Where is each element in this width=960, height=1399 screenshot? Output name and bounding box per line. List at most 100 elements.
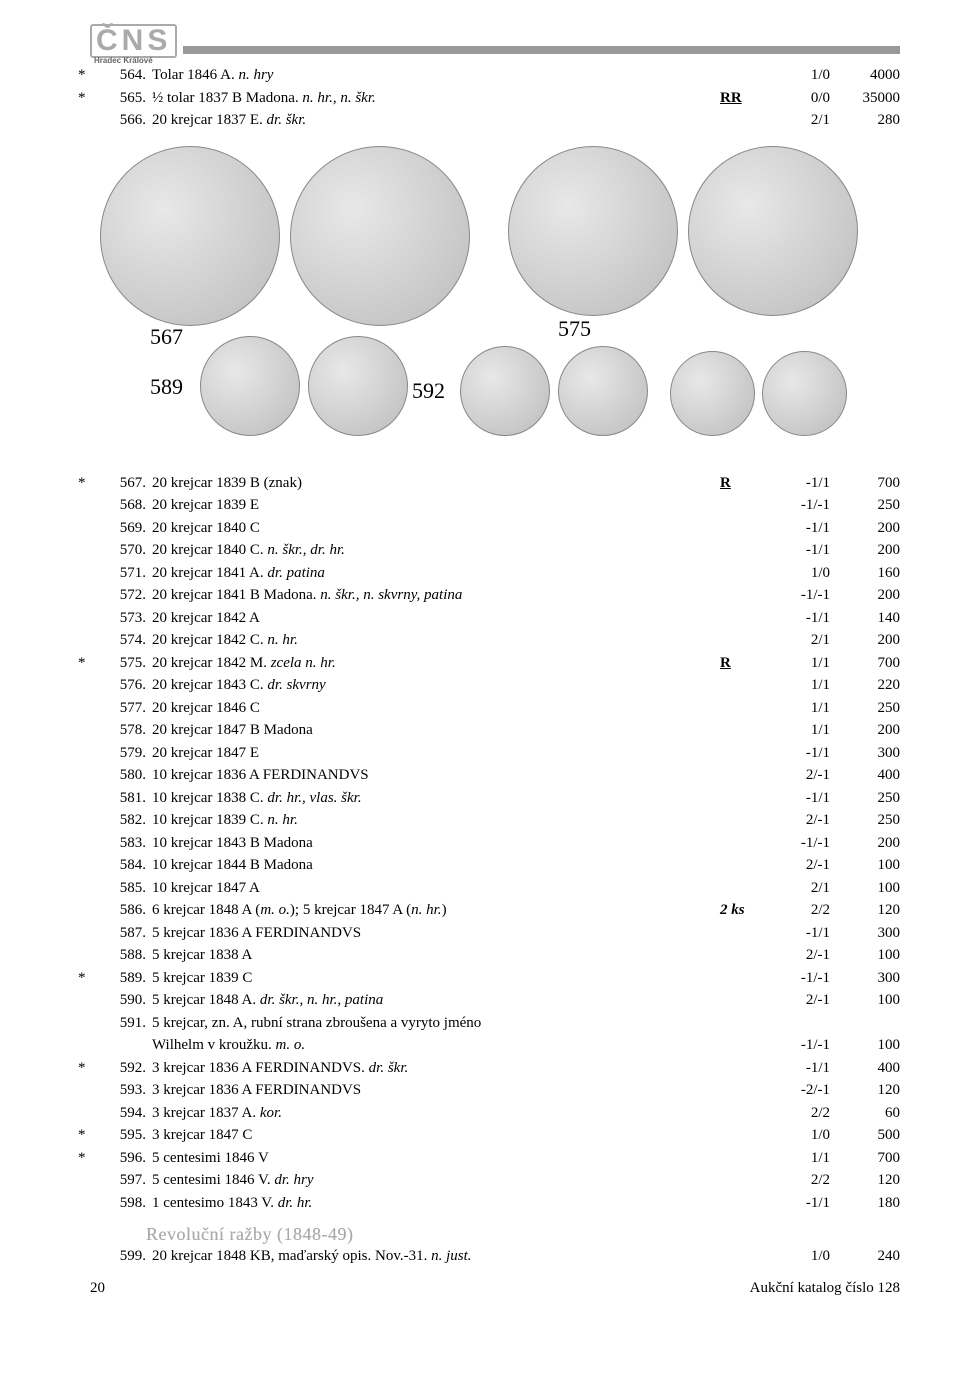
lot-row: 581.10 krejcar 1838 C. dr. hr., vlas. šk…	[90, 787, 900, 810]
lot-grade: -1/1	[770, 517, 830, 540]
logo: ČNS Hradec Králové	[90, 24, 177, 58]
lot-desc: 3 krejcar 1847 C	[146, 1124, 720, 1147]
lot-price: 200	[830, 629, 900, 652]
coin-image	[688, 146, 858, 316]
lot-desc: 3 krejcar 1837 A. kor.	[146, 1102, 720, 1125]
coin-label: 592	[412, 378, 445, 404]
lot-desc: 20 krejcar 1841 B Madona. n. škr., n. sk…	[146, 584, 720, 607]
lot-row: 592.3 krejcar 1836 A FERDINANDVS. dr. šk…	[90, 1057, 900, 1080]
lot-number: 584.	[90, 854, 146, 877]
lot-rarity	[720, 1124, 770, 1147]
coin-label: 567	[150, 324, 183, 350]
lot-grade: 2/-1	[770, 944, 830, 967]
lot-rarity: R	[720, 652, 770, 675]
lot-row: 583.10 krejcar 1843 B Madona-1/-1200	[90, 832, 900, 855]
lot-price: 250	[830, 697, 900, 720]
lot-desc: 10 krejcar 1844 B Madona	[146, 854, 720, 877]
lot-row: 593.3 krejcar 1836 A FERDINANDVS-2/-1120	[90, 1079, 900, 1102]
lot-row: 565.½ tolar 1837 B Madona. n. hr., n. šk…	[90, 87, 900, 110]
lot-grade: 2/2	[770, 1169, 830, 1192]
lot-rarity	[720, 1147, 770, 1170]
lot-number: 596.	[90, 1147, 146, 1170]
lot-desc: 20 krejcar 1841 A. dr. patina	[146, 562, 720, 585]
lot-grade: -1/1	[770, 539, 830, 562]
lot-grade: 1/1	[770, 697, 830, 720]
lot-grade: -1/1	[770, 472, 830, 495]
header-bar	[183, 46, 900, 54]
lot-grade: -1/1	[770, 922, 830, 945]
lot-grade: 1/0	[770, 64, 830, 87]
lot-price: 100	[830, 854, 900, 877]
lot-row: 572.20 krejcar 1841 B Madona. n. škr., n…	[90, 584, 900, 607]
lot-grade: -1/1	[770, 787, 830, 810]
lot-desc: 5 krejcar 1848 A. dr. škr., n. hr., pati…	[146, 989, 720, 1012]
lot-rarity	[720, 967, 770, 990]
lot-number: 597.	[90, 1169, 146, 1192]
lot-number: 589.	[90, 967, 146, 990]
lot-number: 566.	[90, 109, 146, 132]
lot-rarity	[720, 1245, 770, 1268]
lot-list-1: 564.Tolar 1846 A. n. hry1/04000565.½ tol…	[90, 64, 900, 132]
lot-desc: 20 krejcar 1842 M. zcela n. hr.	[146, 652, 720, 675]
lot-row: 577.20 krejcar 1846 C1/1250	[90, 697, 900, 720]
lot-number: 574.	[90, 629, 146, 652]
lot-number: 577.	[90, 697, 146, 720]
lot-price: 100	[830, 1034, 900, 1057]
lot-row: 567.20 krejcar 1839 B (znak)R-1/1700	[90, 472, 900, 495]
lot-grade: -1/-1	[770, 967, 830, 990]
lot-row: 576.20 krejcar 1843 C. dr. skvrny1/1220	[90, 674, 900, 697]
lot-grade: 1/1	[770, 719, 830, 742]
lot-desc: 10 krejcar 1839 C. n. hr.	[146, 809, 720, 832]
lot-grade: -1/-1	[770, 1034, 830, 1057]
lot-desc: 20 krejcar 1837 E. dr. škr.	[146, 109, 720, 132]
lot-desc: 20 krejcar 1848 KB, maďarský opis. Nov.-…	[146, 1245, 720, 1268]
coin-image	[290, 146, 470, 326]
lot-number: 569.	[90, 517, 146, 540]
lot-desc: 20 krejcar 1839 E	[146, 494, 720, 517]
lot-price: 160	[830, 562, 900, 585]
lot-price: 250	[830, 787, 900, 810]
lot-row: 587.5 krejcar 1836 A FERDINANDVS-1/1300	[90, 922, 900, 945]
lot-price: 220	[830, 674, 900, 697]
lot-desc: 20 krejcar 1847 E	[146, 742, 720, 765]
lot-price: 250	[830, 494, 900, 517]
lot-grade: -1/-1	[770, 584, 830, 607]
lot-list-3: 599.20 krejcar 1848 KB, maďarský opis. N…	[90, 1245, 900, 1268]
lot-row: 582.10 krejcar 1839 C. n. hr.2/-1250	[90, 809, 900, 832]
lot-price: 100	[830, 877, 900, 900]
lot-number: 579.	[90, 742, 146, 765]
coin-image	[762, 351, 847, 436]
lot-price: 180	[830, 1192, 900, 1215]
lot-price: 280	[830, 109, 900, 132]
lot-rarity	[720, 109, 770, 132]
lot-number: 578.	[90, 719, 146, 742]
lot-number: 572.	[90, 584, 146, 607]
page-number: 20	[90, 1280, 105, 1297]
lot-number: 571.	[90, 562, 146, 585]
lot-grade: 1/1	[770, 1147, 830, 1170]
coin-image	[558, 346, 648, 436]
lot-desc: Wilhelm v kroužku. m. o.	[146, 1034, 720, 1057]
logo-text: ČNS	[96, 24, 171, 57]
lot-number: 591.	[90, 1012, 146, 1035]
lot-number: 582.	[90, 809, 146, 832]
lot-desc: 20 krejcar 1843 C. dr. skvrny	[146, 674, 720, 697]
footer: 20 Aukční katalog číslo 128	[90, 1280, 900, 1297]
lot-number	[90, 1034, 146, 1057]
lot-number: 570.	[90, 539, 146, 562]
coin-label: 589	[150, 374, 183, 400]
lot-row: 588.5 krejcar 1838 A2/-1100	[90, 944, 900, 967]
lot-row: 589.5 krejcar 1839 C-1/-1300	[90, 967, 900, 990]
lot-rarity: R	[720, 472, 770, 495]
lot-price: 100	[830, 944, 900, 967]
lot-rarity	[720, 562, 770, 585]
lot-number: 567.	[90, 472, 146, 495]
lot-price: 500	[830, 1124, 900, 1147]
lot-grade: 2/2	[770, 899, 830, 922]
lot-rarity	[720, 832, 770, 855]
lot-price	[830, 1012, 900, 1035]
lot-row: 590.5 krejcar 1848 A. dr. škr., n. hr., …	[90, 989, 900, 1012]
lot-number: 585.	[90, 877, 146, 900]
lot-rarity	[720, 1102, 770, 1125]
lot-rarity	[720, 809, 770, 832]
